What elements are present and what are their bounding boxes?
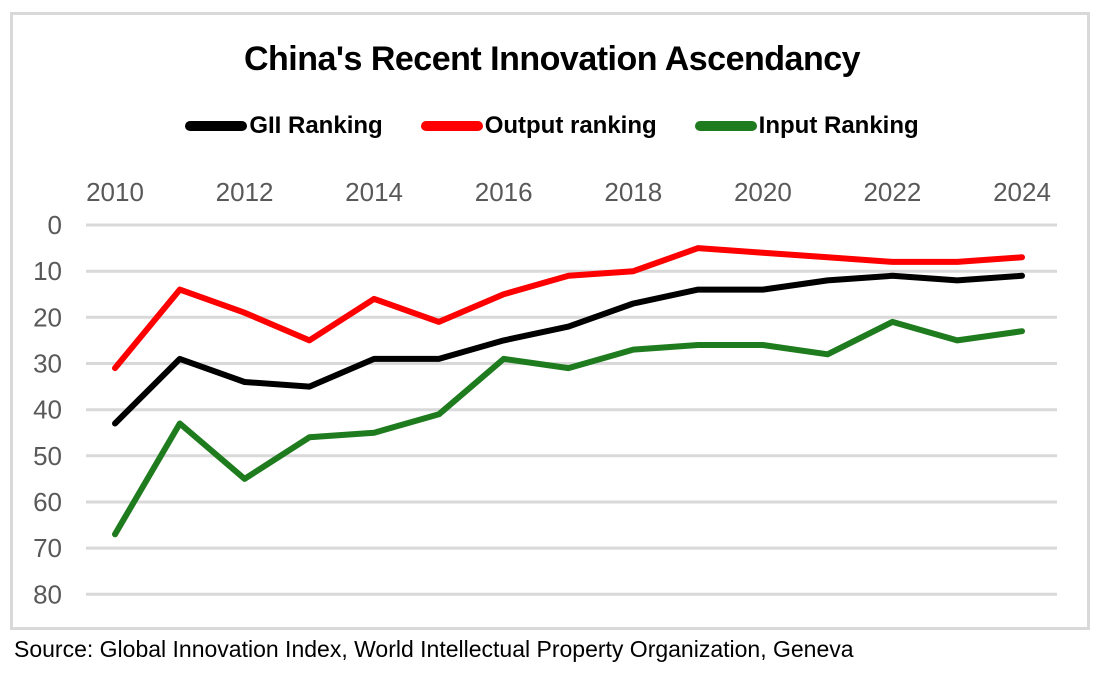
x-tick-label-2020: 2020	[734, 177, 792, 207]
gridlines	[86, 223, 1057, 596]
legend-item-gii: GII Ranking	[185, 112, 383, 140]
legend-label-output: Output ranking	[484, 112, 657, 139]
x-axis-labels: 2010 2012 2014 2016 2018 2020 2022 2024	[86, 177, 1051, 207]
chart-frame	[10, 12, 1090, 630]
series-line-input	[112, 318, 1025, 538]
y-tick-label-70: 70	[33, 533, 62, 563]
y-tick-label-80: 80	[33, 579, 62, 609]
y-tick-label-50: 50	[33, 441, 62, 471]
series-line-gii	[112, 272, 1025, 427]
input-line-swatch	[694, 121, 757, 131]
legend: GII Ranking Output ranking Input Ranking	[0, 112, 1104, 140]
legend-label-gii: GII Ranking	[249, 112, 383, 139]
output-line-swatch	[420, 121, 483, 131]
source-caption: Source: Global Innovation Index, World I…	[14, 636, 854, 662]
y-tick-label-20: 20	[33, 302, 62, 332]
y-axis-labels: 0 10 20 30 40 50 60 70 80	[33, 210, 62, 609]
x-tick-label-2018: 2018	[604, 177, 662, 207]
y-tick-label-10: 10	[33, 256, 62, 286]
series-line-output	[112, 245, 1025, 372]
y-tick-label-60: 60	[33, 487, 62, 517]
x-tick-label-2022: 2022	[863, 177, 921, 207]
y-tick-label-0: 0	[48, 210, 62, 240]
y-tick-label-40: 40	[33, 395, 62, 425]
y-tick-label-30: 30	[33, 349, 62, 379]
x-tick-label-2012: 2012	[216, 177, 274, 207]
chart-title: China's Recent Innovation Ascendancy	[243, 40, 861, 78]
legend-item-input: Input Ranking	[694, 112, 919, 140]
x-tick-label-2016: 2016	[475, 177, 533, 207]
x-tick-label-2010: 2010	[86, 177, 144, 207]
legend-label-input: Input Ranking	[758, 112, 919, 139]
series-lines	[112, 245, 1025, 538]
gii-line-swatch	[185, 121, 248, 131]
legend-item-output: Output ranking	[420, 112, 657, 140]
x-tick-label-2024: 2024	[993, 177, 1051, 207]
x-tick-label-2014: 2014	[345, 177, 403, 207]
